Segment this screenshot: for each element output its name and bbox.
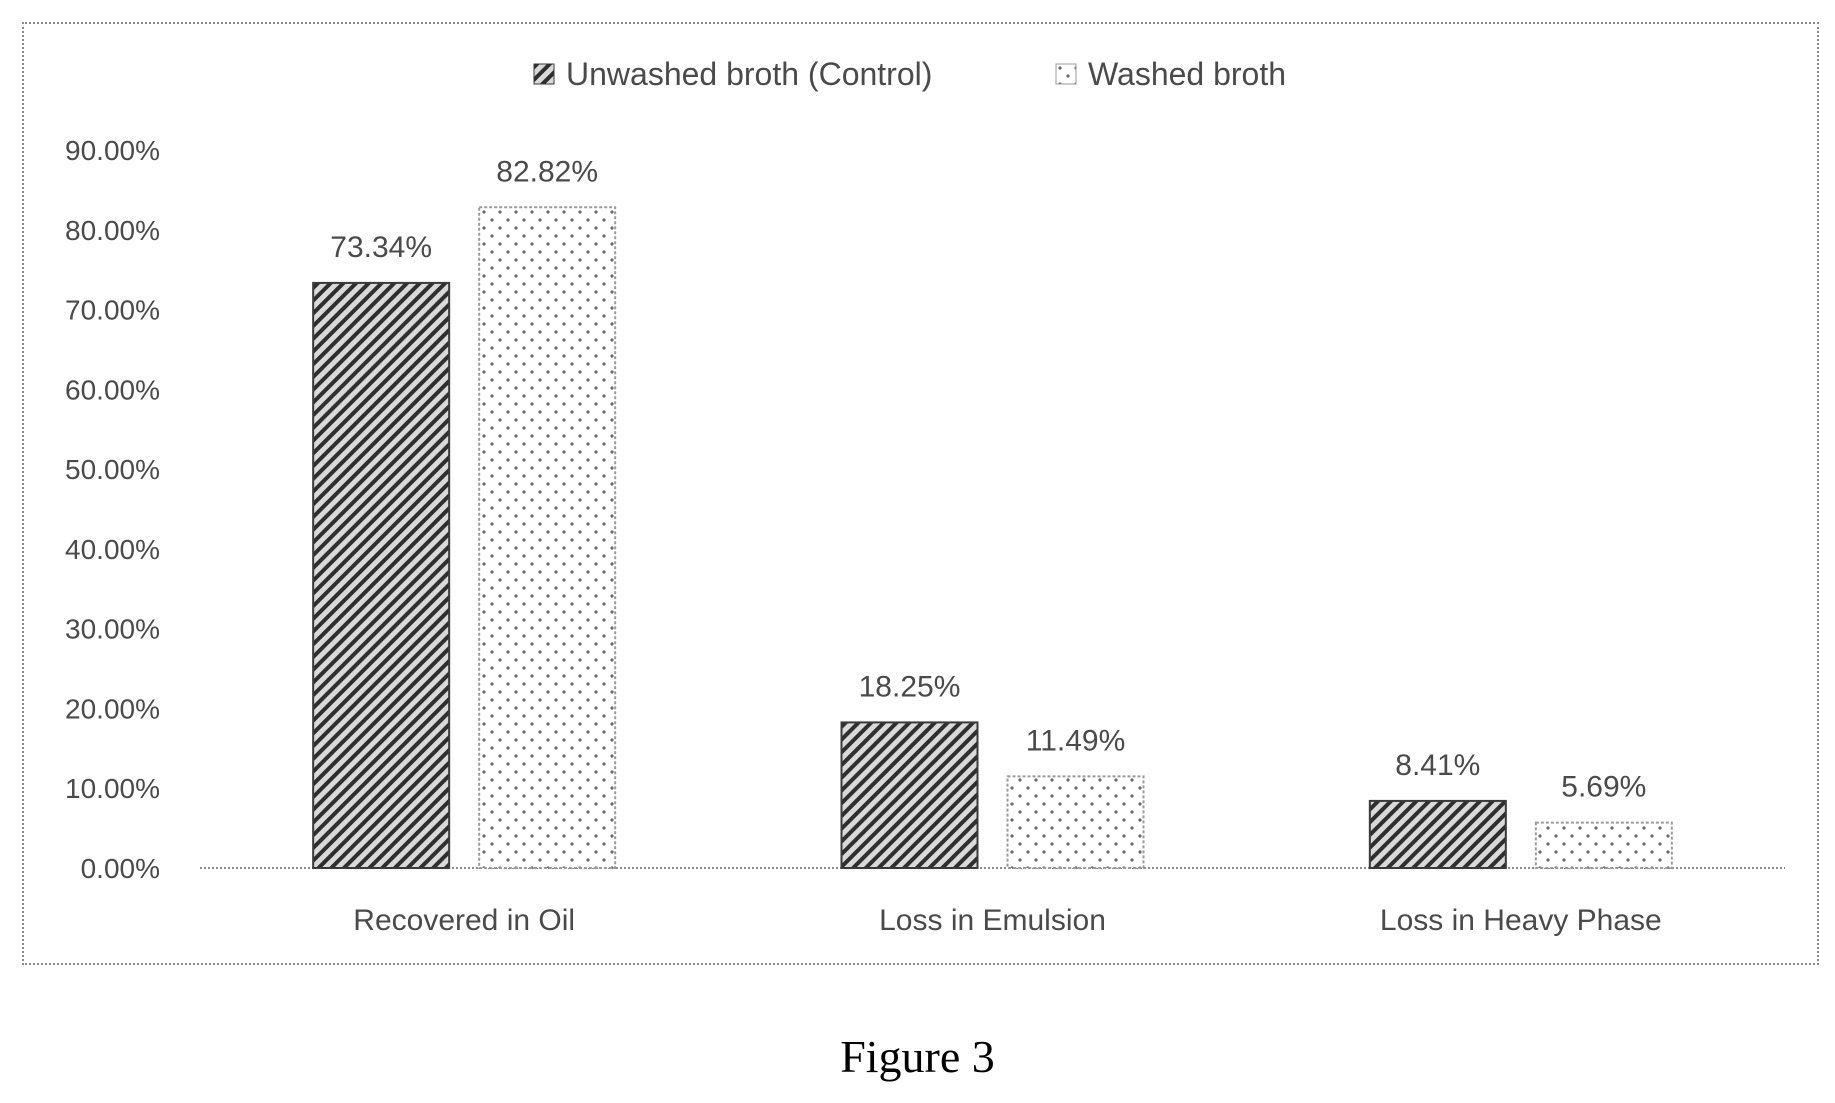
legend-label: Washed broth [1088, 56, 1286, 92]
y-tick-label: 90.00% [65, 135, 160, 166]
category-label: Loss in Emulsion [879, 904, 1106, 937]
bar-unwashed-1 [840, 721, 979, 870]
data-label: 73.34% [330, 231, 432, 264]
y-tick-label: 0.00% [81, 853, 160, 884]
bar-washed-2 [1534, 821, 1673, 869]
legend-swatch-unwashed [533, 63, 555, 85]
category-label: Recovered in Oil [353, 904, 575, 937]
y-tick-label: 10.00% [65, 773, 160, 804]
y-tick-label: 20.00% [65, 693, 160, 724]
legend: Unwashed broth (Control) Washed broth [533, 56, 1286, 92]
data-labels: 73.34% 82.82% 18.25% 11.49% 8.41% 5.69% [330, 155, 1646, 803]
x-axis: Recovered in Oil Loss in Emulsion Loss in … [353, 904, 1661, 937]
bar-unwashed-2 [1368, 799, 1507, 869]
chart-frame [22, 22, 1819, 965]
bar-chart: Unwashed broth (Control) Washed broth 0.0… [65, 56, 1785, 937]
bars [312, 206, 1673, 870]
y-axis: 0.00% 10.00% 20.00% 30.00% 40.00% 50.00% 60.00… [65, 135, 1785, 884]
data-label: 8.41% [1395, 749, 1480, 782]
y-tick-label: 80.00% [65, 215, 160, 246]
data-label: 11.49% [1026, 724, 1126, 757]
legend-swatch-washed [1055, 63, 1077, 85]
y-tick-label: 60.00% [65, 374, 160, 405]
y-tick-label: 50.00% [65, 454, 160, 485]
data-label: 82.82% [496, 155, 598, 188]
y-tick-label: 40.00% [65, 534, 160, 565]
data-label: 5.69% [1561, 771, 1646, 804]
legend-label: Unwashed broth (Control) [566, 56, 932, 92]
bar-washed-0 [478, 206, 617, 869]
y-tick-label: 30.00% [65, 614, 160, 645]
data-label: 18.25% [859, 670, 961, 703]
bar-washed-1 [1006, 775, 1145, 869]
category-label: Loss in Heavy Phase [1380, 904, 1662, 937]
bar-unwashed-0 [312, 281, 451, 869]
figure-caption: Figure 3 [840, 1031, 995, 1082]
y-tick-label: 70.00% [65, 295, 160, 326]
